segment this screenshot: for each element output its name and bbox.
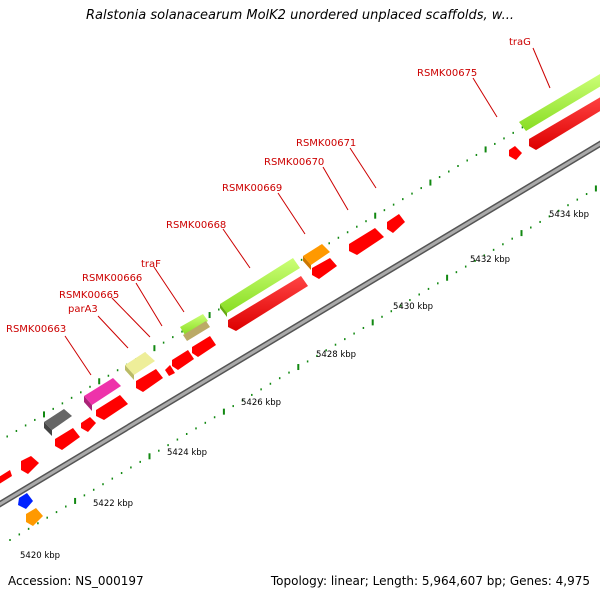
gene-feature[interactable] bbox=[509, 146, 522, 160]
ruler-label: 5426 kbp bbox=[241, 398, 281, 408]
gene-feature[interactable] bbox=[387, 214, 405, 233]
map-title: Ralstonia solanacearum MolK2 unordered u… bbox=[85, 8, 514, 23]
label-leaders bbox=[64, 47, 551, 376]
gene-label[interactable]: RSMK00670 bbox=[264, 157, 324, 168]
gene-feature[interactable] bbox=[303, 244, 330, 265]
gene-feature[interactable] bbox=[519, 74, 600, 131]
gene-feature[interactable] bbox=[0, 470, 12, 486]
gene-feature[interactable] bbox=[165, 365, 175, 376]
gene-feature[interactable] bbox=[172, 350, 194, 370]
gene-label[interactable]: traF bbox=[141, 259, 161, 270]
gene-label[interactable]: RSMK00666 bbox=[82, 273, 142, 284]
gene-feature[interactable] bbox=[125, 352, 155, 375]
ruler-label: 5428 kbp bbox=[316, 350, 356, 360]
tick-track-lower bbox=[9, 185, 597, 541]
gene-feature[interactable] bbox=[349, 228, 384, 255]
gene-label[interactable]: RSMK00665 bbox=[59, 290, 119, 301]
gene-labels: RSMK00663 parA3 RSMK00665 RSMK00666 traF… bbox=[6, 37, 531, 335]
gene-feature[interactable] bbox=[183, 321, 210, 341]
gene-feature[interactable] bbox=[220, 304, 227, 317]
gene-feature[interactable] bbox=[228, 276, 308, 331]
ruler: 5420 kbp 5422 kbp 5424 kbp 5426 kbp 5428… bbox=[20, 210, 589, 561]
gene-label[interactable]: parA3 bbox=[68, 304, 98, 315]
gene-feature[interactable] bbox=[96, 395, 128, 420]
chromosome-backbone bbox=[0, 140, 600, 508]
gene-feature[interactable] bbox=[180, 314, 208, 335]
ruler-label: 5430 kbp bbox=[393, 302, 433, 312]
accession-label: Accession: NS_000197 bbox=[8, 574, 144, 588]
gene-feature[interactable] bbox=[21, 456, 39, 474]
gene-feature[interactable] bbox=[125, 365, 134, 380]
gene-feature[interactable] bbox=[81, 417, 96, 432]
ruler-label: 5420 kbp bbox=[20, 551, 60, 561]
gene-label[interactable]: RSMK00663 bbox=[6, 324, 66, 335]
gene-label[interactable]: RSMK00671 bbox=[296, 138, 356, 149]
ruler-label: 5432 kbp bbox=[470, 255, 510, 265]
gene-feature[interactable] bbox=[220, 258, 300, 313]
gene-feature[interactable] bbox=[18, 493, 33, 509]
gene-feature[interactable] bbox=[192, 336, 216, 357]
gene-feature[interactable] bbox=[529, 95, 600, 150]
gene-label[interactable]: RSMK00668 bbox=[166, 220, 226, 231]
gene-track bbox=[0, 74, 600, 526]
gene-feature[interactable] bbox=[84, 396, 92, 411]
genome-summary: Topology: linear; Length: 5,964,607 bp; … bbox=[270, 574, 590, 588]
gene-label[interactable]: traG bbox=[509, 37, 531, 48]
gene-feature[interactable] bbox=[26, 508, 43, 526]
gene-feature[interactable] bbox=[44, 409, 72, 430]
ruler-label: 5434 kbp bbox=[549, 210, 589, 220]
gene-feature[interactable] bbox=[303, 256, 311, 270]
gene-feature[interactable] bbox=[55, 428, 80, 450]
ruler-label: 5422 kbp bbox=[93, 499, 133, 509]
ruler-label: 5424 kbp bbox=[167, 448, 207, 458]
gene-label[interactable]: RSMK00675 bbox=[417, 68, 477, 79]
gene-label[interactable]: RSMK00669 bbox=[222, 183, 282, 194]
gene-feature[interactable] bbox=[84, 378, 121, 405]
gene-feature[interactable] bbox=[44, 422, 52, 436]
gene-feature[interactable] bbox=[312, 258, 337, 279]
gene-feature[interactable] bbox=[136, 369, 163, 392]
